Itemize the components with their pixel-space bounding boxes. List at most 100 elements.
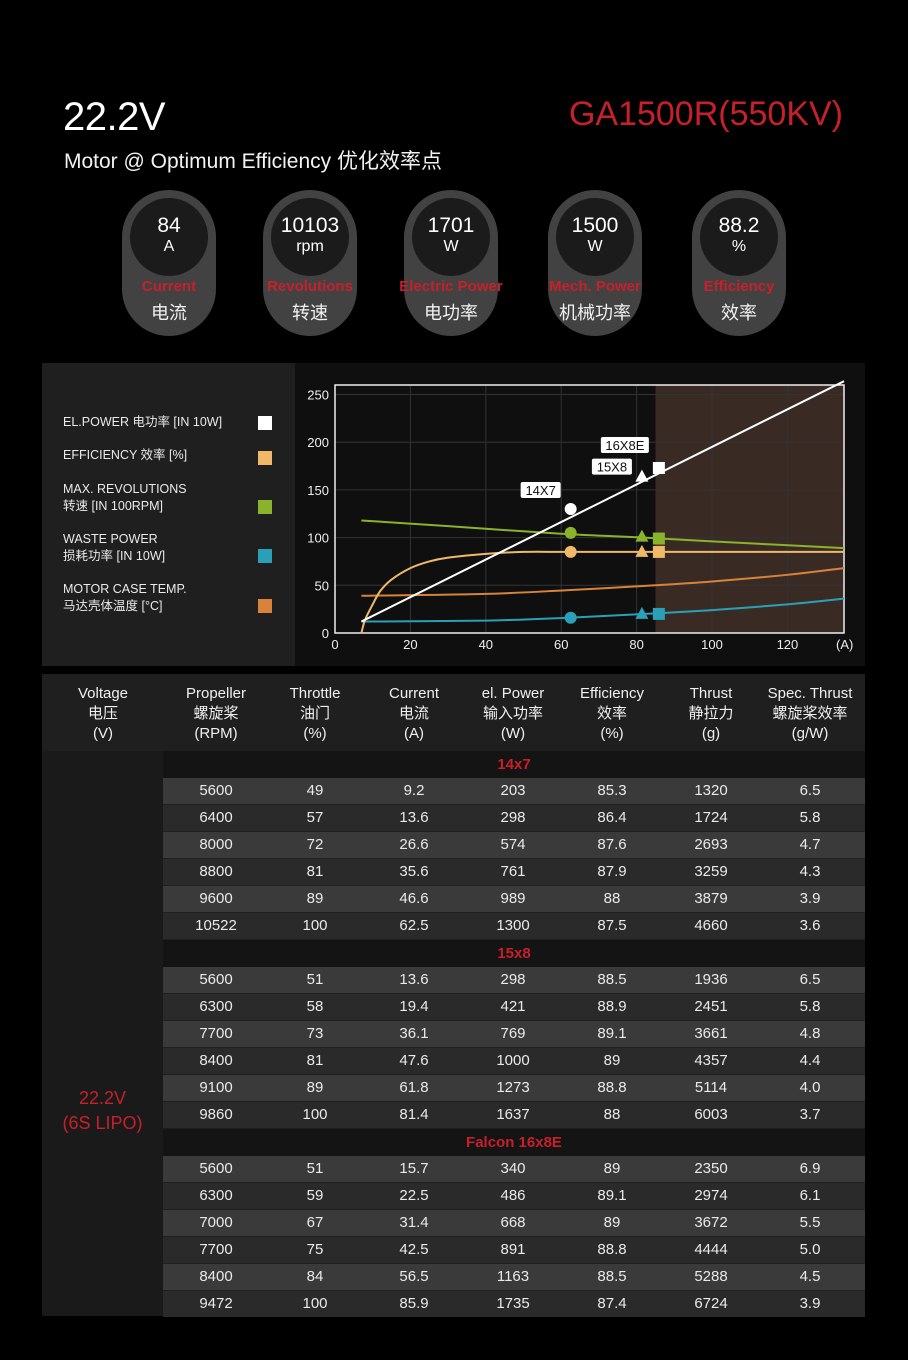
table-cell: 486 [500, 1187, 526, 1204]
table-row: 9600 89 46.6 989 88 3879 3.9 [163, 886, 865, 912]
data-point-marker [564, 545, 577, 558]
table-cell: 8400 [199, 1052, 233, 1069]
table-cell: 891 [500, 1241, 526, 1258]
performance-chart: 0 20 40 60 80 100 120 0 50 100 150 200 250 (A) 14X7 15X… [307, 380, 853, 652]
table-cell: 6003 [694, 1106, 728, 1123]
table-cell: 6.9 [799, 1160, 821, 1177]
column-header-line: 电流 [398, 705, 429, 722]
table-cell: 6.5 [799, 782, 821, 799]
table-cell: 2974 [694, 1187, 728, 1204]
table-cell: 9600 [199, 890, 233, 907]
table-cell: 84 [306, 1268, 324, 1285]
column-header: Propeller 螺旋桨 (RPM) [168, 684, 264, 744]
table-cell: 6300 [199, 1187, 233, 1204]
x-tick-label: 20 [403, 637, 417, 652]
legend-label: MOTOR CASE TEMP. [63, 582, 187, 596]
stat-value-badge: 10103 rpm [271, 198, 349, 276]
table-cell: 4.0 [799, 1079, 821, 1096]
chart-legend: EL.POWER 电功率 [IN 10W] EFFICIENCY 效率 [%] … [42, 363, 295, 666]
column-header-line: (g/W) [791, 725, 829, 742]
table-cell: 6724 [694, 1295, 728, 1312]
table-row: 9860 100 81.4 1637 88 6003 3.7 [163, 1102, 865, 1128]
column-header-line: Throttle [289, 685, 341, 702]
series-line [361, 597, 845, 623]
table-cell: 35.6 [399, 863, 429, 880]
group-header: 14x7 [163, 751, 865, 778]
table-cell: 89 [603, 1160, 621, 1177]
column-header-line: Thrust [689, 685, 733, 702]
column-header: Throttle 油门 (%) [267, 684, 363, 744]
table-row: 8400 81 47.6 1000 89 4357 4.4 [163, 1048, 865, 1074]
y-tick-label: 100 [307, 531, 329, 546]
marker-label: 14X7 [525, 483, 555, 498]
table-cell: 7000 [199, 1214, 233, 1231]
table-cell: 89.1 [597, 1187, 627, 1204]
table-row: 8800 81 35.6 761 87.9 3259 4.3 [163, 859, 865, 885]
table-cell: 1637 [496, 1106, 530, 1123]
stat-value: 88.2 [718, 214, 760, 237]
data-point-marker [635, 544, 649, 557]
table-cell: 81 [306, 863, 324, 880]
table-cell: 761 [500, 863, 526, 880]
x-tick-label: 40 [479, 637, 493, 652]
table-cell: 5600 [199, 1160, 233, 1177]
table-cell: 57 [306, 809, 324, 826]
table-cell: 2350 [694, 1160, 728, 1177]
table-cell: 5600 [199, 971, 233, 988]
table-cell: 574 [500, 836, 526, 853]
voltage-cell: 22.2V (6S LIPO) [42, 1086, 163, 1136]
column-header-line: Current [388, 685, 440, 702]
series-line [361, 519, 845, 550]
data-point-marker [564, 526, 577, 539]
table-cell: 8400 [199, 1268, 233, 1285]
data-point-marker [652, 532, 665, 545]
table-cell: 73 [306, 1025, 324, 1042]
column-header: Current 电流 (A) [366, 684, 462, 744]
data-point-marker [652, 461, 665, 474]
column-header-line: 螺旋桨 [193, 705, 239, 722]
legend-label: MAX. REVOLUTIONS [63, 482, 187, 496]
table-cell: 88 [603, 890, 621, 907]
table-cell: 15.7 [399, 1160, 429, 1177]
table-cell: 298 [500, 809, 526, 826]
data-point-marker [564, 503, 577, 515]
data-point-marker [635, 529, 649, 542]
stat-label-cn: 电流 [151, 303, 187, 323]
stat-mech-power: 1500 W Mech. Power 机械功率 [548, 190, 642, 336]
table-cell: 4.7 [799, 836, 821, 853]
table-cell: 47.6 [399, 1052, 429, 1069]
table-cell: 56.5 [399, 1268, 429, 1285]
table-cell: 2693 [694, 836, 728, 853]
legend-item-revolutions: MAX. REVOLUTIONS 转速 [IN 100RPM] [63, 481, 187, 515]
group-header: Falcon 16x8E [163, 1129, 865, 1156]
table-cell: 5288 [694, 1268, 728, 1285]
stat-unit: % [731, 238, 747, 255]
table-cell: 46.6 [399, 890, 429, 907]
table-cell: 81 [306, 1052, 324, 1069]
table-cell: 19.4 [399, 998, 429, 1015]
table-cell: 75 [306, 1241, 324, 1258]
x-axis-label: (A) [836, 637, 853, 652]
table-cell: 89.1 [597, 1025, 627, 1042]
table-cell: 88.9 [597, 998, 627, 1015]
table-cell: 58 [306, 998, 324, 1015]
table-cell: 85.3 [597, 782, 627, 799]
stat-unit: W [443, 238, 459, 255]
table-cell: 298 [500, 971, 526, 988]
stat-value: 1500 [571, 214, 619, 237]
table-cell: 42.5 [399, 1241, 429, 1258]
legend-label-cn: 转速 [IN 100RPM] [63, 499, 164, 513]
table-cell: 340 [500, 1160, 526, 1177]
plot-frame [334, 384, 845, 634]
table-cell: 8800 [199, 863, 233, 880]
column-header: Thrust 静拉力 (g) [663, 684, 759, 744]
column-header-line: 效率 [596, 705, 627, 722]
stat-unit: W [587, 238, 603, 255]
table-cell: 7700 [199, 1025, 233, 1042]
table-cell: 87.6 [597, 836, 627, 853]
table-cell: 88.5 [597, 971, 627, 988]
stat-efficiency: 88.2 % Efficiency 效率 [692, 190, 786, 336]
column-header: Voltage 电压 (V) [55, 684, 151, 744]
table-cell: 3.9 [799, 1295, 821, 1312]
table-row: 6300 59 22.5 486 89.1 2974 6.1 [163, 1183, 865, 1209]
